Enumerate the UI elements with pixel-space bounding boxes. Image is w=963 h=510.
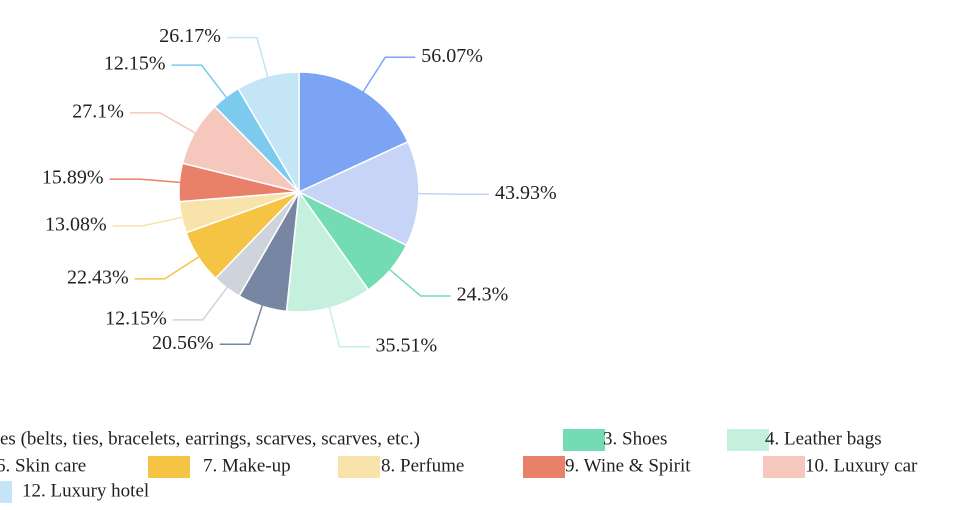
legend-label: 8. Perfume [381, 455, 464, 476]
leader-line [134, 255, 201, 280]
legend-label: 9. Wine & Spirit [565, 455, 691, 476]
data-label: 43.93% [495, 182, 557, 204]
data-label: 12.15% [104, 53, 166, 75]
data-label: 20.56% [152, 332, 214, 354]
leader-line [109, 178, 182, 184]
leader-line [172, 285, 229, 321]
legend-label: 3. Shoes [603, 428, 667, 449]
legend-swatch [523, 456, 565, 478]
data-label: 13.08% [45, 214, 107, 236]
data-label: 56.07% [421, 45, 483, 67]
legend-swatch [763, 456, 805, 478]
legend-label: 10. Luxury car [805, 455, 918, 476]
leader-line [219, 304, 264, 345]
legend-swatch [148, 456, 190, 478]
legend-swatch [0, 481, 12, 503]
legend-label: 7. Make-up [203, 455, 291, 476]
legend-label: 12. Luxury hotel [22, 480, 149, 501]
leader-line [112, 216, 184, 227]
legend-swatch [727, 429, 769, 451]
data-label: 22.43% [67, 267, 129, 289]
legend-label: es (belts, ties, bracelets, earrings, sc… [0, 428, 420, 449]
leader-line [361, 56, 416, 94]
leader-line [129, 112, 197, 135]
legend-label: 4. Leather bags [765, 428, 882, 449]
data-label: 24.3% [457, 284, 509, 306]
data-label: 35.51% [376, 334, 438, 356]
leader-line [226, 36, 269, 79]
data-label: 15.89% [42, 167, 104, 189]
leader-line [416, 192, 489, 196]
legend-label: 6. Skin care [0, 455, 86, 476]
leader-line [388, 268, 451, 297]
data-label: 12.15% [105, 307, 167, 329]
leader-line [328, 305, 370, 348]
data-label: 27.1% [72, 100, 124, 122]
legend-swatch [563, 429, 605, 451]
data-label: 26.17% [159, 25, 221, 47]
legend-swatch [338, 456, 380, 478]
leader-line [171, 64, 228, 99]
